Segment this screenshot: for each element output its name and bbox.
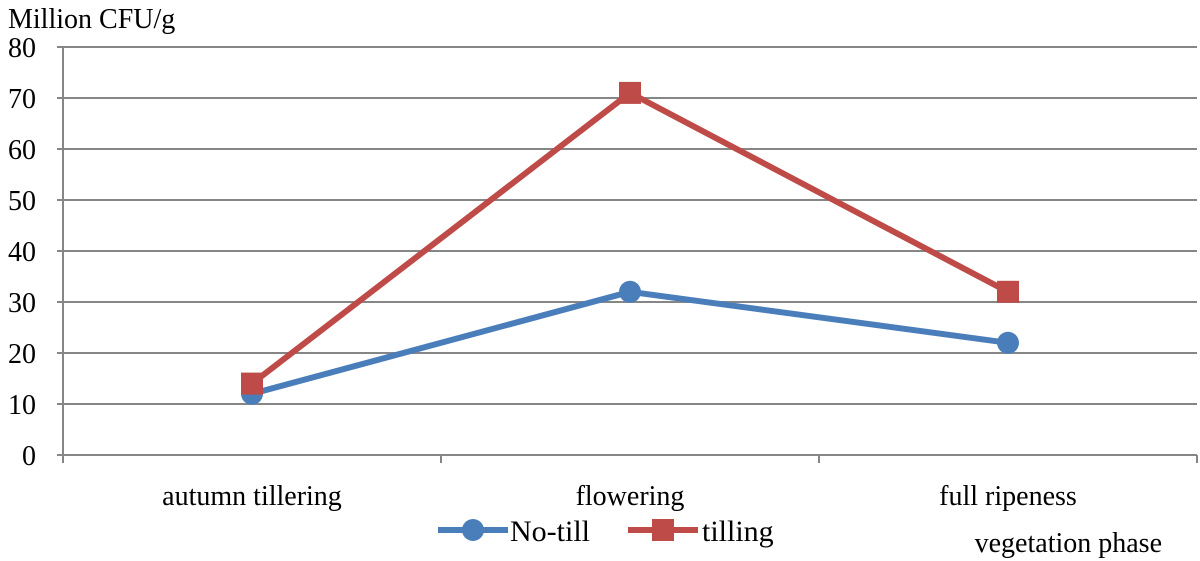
- x-tick-label: full ripeness: [939, 481, 1077, 512]
- y-tick-label: 0: [22, 441, 36, 472]
- series-tilling: [241, 81, 1019, 395]
- legend-item: No-till: [438, 515, 590, 548]
- y-tick-label: 70: [8, 84, 36, 115]
- data-point: [619, 280, 641, 303]
- legend-item: tilling: [628, 515, 774, 548]
- legend-label: tilling: [702, 515, 774, 548]
- data-point: [997, 280, 1019, 303]
- legend-label: No-till: [510, 515, 590, 548]
- legend-marker: [462, 519, 484, 541]
- x-axis-title: vegetation phase: [975, 528, 1162, 559]
- y-tick-label: 30: [8, 288, 36, 319]
- series-line: [251, 288, 1009, 397]
- y-tick-label: 40: [8, 237, 36, 268]
- axes: [62, 47, 1197, 463]
- x-tick-label: autumn tillering: [162, 481, 342, 512]
- y-tick-label: 60: [8, 135, 36, 166]
- data-point: [619, 81, 641, 104]
- y-tick-label: 10: [8, 390, 36, 421]
- legend-marker: [652, 519, 674, 541]
- legend: No-till tilling: [438, 515, 774, 548]
- y-tick-label: 20: [8, 339, 36, 370]
- data-point: [241, 372, 263, 395]
- y-axis-ticks: 0 10 20 30 40 50 60 70 80: [8, 33, 63, 472]
- series-group: [241, 81, 1019, 405]
- y-tick-label: 50: [8, 186, 36, 217]
- y-tick-label: 80: [8, 33, 36, 64]
- series-line: [250, 89, 1010, 386]
- y-axis-title: Million CFU/g: [8, 4, 175, 35]
- x-tick-label: flowering: [576, 481, 685, 512]
- data-point: [997, 331, 1019, 354]
- x-axis-ticks: autumn tillering flowering full ripeness: [62, 455, 1198, 512]
